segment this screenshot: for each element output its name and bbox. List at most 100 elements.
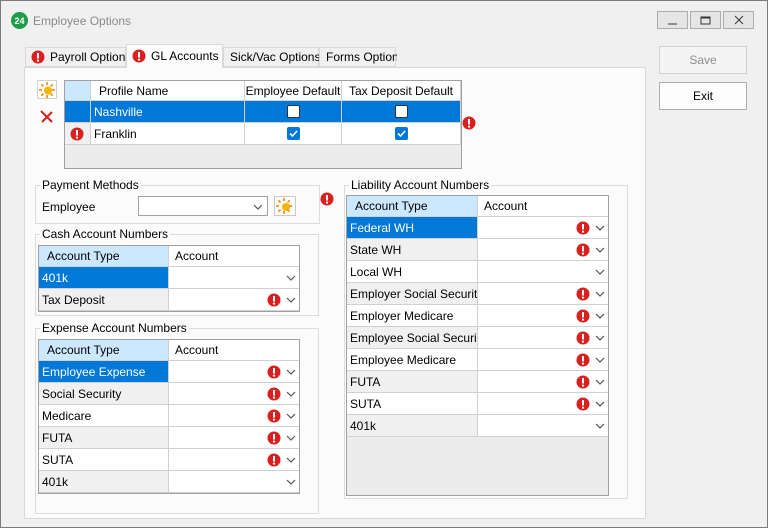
- account-combo[interactable]: [478, 283, 608, 305]
- account-type[interactable]: Tax Deposit: [39, 289, 169, 311]
- dropdown-arrow: [284, 387, 298, 401]
- checkbox[interactable]: [395, 127, 408, 140]
- error-icon: [576, 287, 590, 301]
- account-type[interactable]: FUTA: [347, 371, 478, 393]
- account-combo[interactable]: [169, 405, 299, 427]
- account-combo[interactable]: [478, 239, 608, 261]
- account-type[interactable]: Employer Social Security: [347, 283, 478, 305]
- add-button[interactable]: [37, 80, 57, 99]
- delete-button[interactable]: [37, 107, 57, 126]
- dropdown-arrow-part: [286, 457, 296, 463]
- account-type[interactable]: Local WH: [347, 261, 478, 283]
- maximize-button[interactable]: [690, 11, 721, 29]
- account-combo[interactable]: [478, 393, 608, 415]
- checkbox[interactable]: [395, 105, 408, 118]
- account-combo[interactable]: [169, 267, 299, 289]
- account-grid: Account Type Account Federal WH State WH Loc…: [346, 195, 609, 496]
- error-icon-part: [70, 127, 84, 141]
- checkbox[interactable]: [287, 105, 300, 118]
- account-combo[interactable]: [478, 261, 608, 283]
- error-icon-part: [582, 246, 584, 252]
- header-cell: [65, 81, 91, 101]
- account-type[interactable]: 401k: [39, 471, 169, 493]
- dropdown-arrow-part: [286, 369, 296, 375]
- button[interactable]: Save: [659, 46, 747, 74]
- account-type[interactable]: SUTA: [347, 393, 478, 415]
- error-icon-part: [320, 192, 334, 206]
- checkbox-part: [287, 127, 300, 140]
- combo-box[interactable]: [138, 196, 268, 216]
- window-title: Employee Options: [33, 14, 132, 28]
- dropdown-arrow-part: [595, 335, 605, 341]
- tab[interactable]: GL Accounts: [126, 44, 223, 68]
- account-combo[interactable]: [478, 415, 608, 437]
- error-icon-part: [581, 230, 585, 233]
- account-combo[interactable]: [169, 383, 299, 405]
- account-type[interactable]: Employee Expense: [39, 361, 169, 383]
- account-type[interactable]: Employee Medicare: [347, 349, 478, 371]
- account-type[interactable]: Federal WH: [347, 217, 478, 239]
- error-icon: [267, 293, 281, 307]
- dropdown-arrow-part: [595, 313, 605, 319]
- account-combo[interactable]: [478, 371, 608, 393]
- error-icon-part: [267, 409, 281, 423]
- error-icon-part: [582, 356, 584, 362]
- tab[interactable]: Payroll Options: [25, 47, 127, 67]
- checkbox-cell: [245, 101, 342, 123]
- app-badge-part: [11, 12, 28, 29]
- account-type[interactable]: FUTA: [39, 427, 169, 449]
- account-combo[interactable]: [169, 427, 299, 449]
- dropdown-arrow-part: [595, 379, 605, 385]
- account-combo[interactable]: [478, 327, 608, 349]
- checkbox-cell: [342, 101, 461, 123]
- account-combo[interactable]: [478, 349, 608, 371]
- tab[interactable]: Sick/Vac Options: [223, 47, 320, 67]
- error-icon-part: [581, 362, 585, 365]
- error-icon-part: [582, 334, 584, 340]
- account-type[interactable]: 401k: [347, 415, 478, 437]
- account-combo[interactable]: [478, 217, 608, 239]
- account-type[interactable]: Employee Social Security: [347, 327, 478, 349]
- account-combo[interactable]: [169, 449, 299, 471]
- tab[interactable]: Forms Options: [319, 47, 397, 67]
- account-type[interactable]: Medicare: [39, 405, 169, 427]
- close-button[interactable]: [723, 11, 754, 29]
- error-icon-part: [273, 368, 275, 374]
- error-icon-part: [272, 374, 276, 377]
- dropdown-arrow-part: [286, 413, 296, 419]
- account-type[interactable]: Employer Medicare: [347, 305, 478, 327]
- error-icon-part: [581, 340, 585, 343]
- error-icon: [31, 50, 45, 64]
- account-type[interactable]: 401k: [39, 267, 169, 289]
- dropdown-arrow-part: [595, 357, 605, 363]
- error-icon-part: [273, 390, 275, 396]
- error-icon-part: [272, 418, 276, 421]
- dropdown-arrow-part: [253, 204, 263, 210]
- error-icon-part: [582, 312, 584, 318]
- checkbox[interactable]: [287, 127, 300, 140]
- account-type[interactable]: SUTA: [39, 449, 169, 471]
- account-type[interactable]: State WH: [347, 239, 478, 261]
- account-combo[interactable]: [169, 361, 299, 383]
- minimize-button[interactable]: [657, 11, 688, 29]
- profile-name[interactable]: Nashville: [91, 101, 245, 123]
- group-title: Liability Account Numbers: [349, 177, 492, 193]
- profile-name[interactable]: Franklin: [91, 123, 245, 145]
- account-combo[interactable]: [478, 305, 608, 327]
- add-button[interactable]: [274, 196, 296, 216]
- error-icon-part: [272, 302, 276, 305]
- error-icon-part: [267, 387, 281, 401]
- checkbox-part: [397, 130, 406, 138]
- error-icon-part: [582, 224, 584, 230]
- account-combo[interactable]: [169, 289, 299, 311]
- dropdown-arrow: [284, 271, 298, 285]
- add-button-part: [39, 82, 55, 98]
- delete-button-part: [40, 110, 53, 123]
- button[interactable]: Exit: [659, 82, 747, 110]
- dropdown-arrow: [284, 365, 298, 379]
- account-combo[interactable]: [169, 471, 299, 493]
- account-type[interactable]: Social Security: [39, 383, 169, 405]
- error-icon-part: [467, 125, 471, 128]
- dropdown-arrow-part: [595, 423, 605, 429]
- dropdown-arrow: [284, 293, 298, 307]
